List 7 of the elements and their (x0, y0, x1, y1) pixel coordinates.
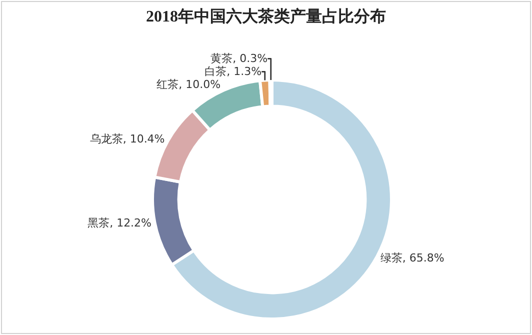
slice-label: 黑茶, 12.2% (88, 216, 152, 230)
slice-label: 乌龙茶, 10.4% (90, 132, 165, 146)
slice-label: 白茶, 1.3% (204, 65, 262, 78)
chart-title: 2018年中国六大茶类产量占比分布 (146, 7, 386, 26)
slice-label: 黄茶, 0.3% (210, 52, 268, 66)
slice-label: 绿茶, 65.8% (380, 251, 444, 264)
slice-label: 红茶, 10.0% (156, 78, 221, 92)
